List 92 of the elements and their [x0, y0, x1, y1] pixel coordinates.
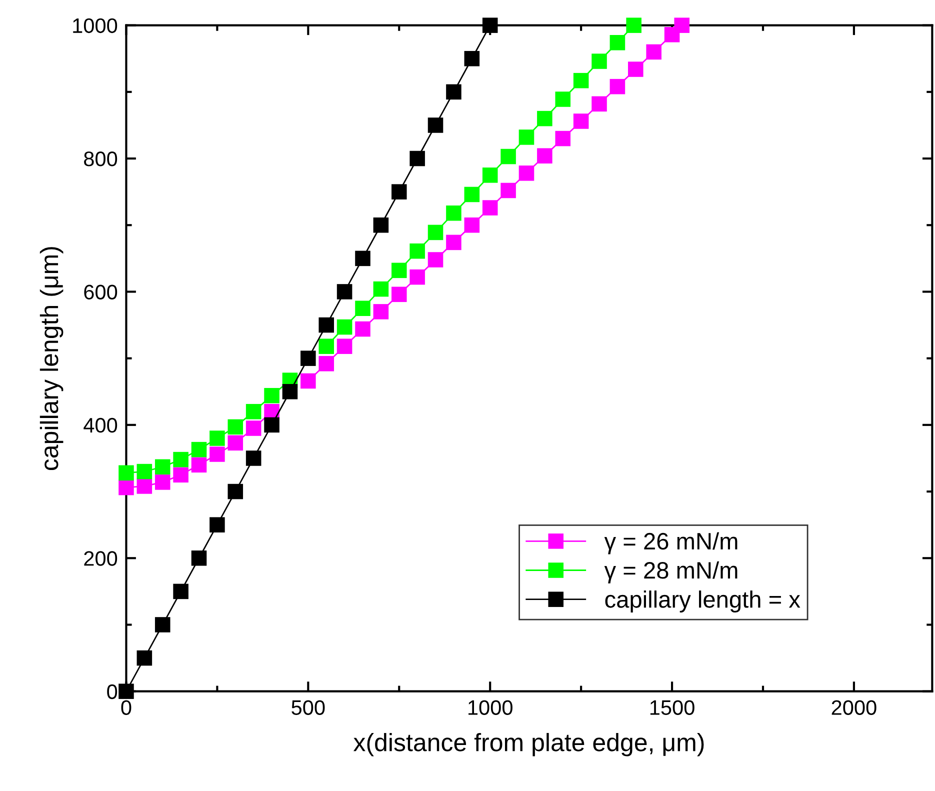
- y-tick-label: 600: [84, 284, 118, 300]
- legend-label: γ = 26 mN/m: [604, 532, 738, 554]
- point: [282, 384, 298, 400]
- point: [446, 84, 462, 100]
- point: [318, 356, 334, 372]
- point: [428, 118, 444, 133]
- point: [136, 464, 152, 480]
- point: [300, 373, 316, 389]
- y-tick-label: 0: [107, 684, 118, 700]
- point: [355, 250, 370, 266]
- point: [264, 417, 280, 433]
- point: [626, 18, 642, 33]
- point: [500, 148, 516, 164]
- y-tick-label: 1000: [73, 18, 118, 34]
- point: [154, 474, 170, 490]
- point: [482, 18, 498, 33]
- point: [391, 262, 407, 278]
- point: [573, 72, 589, 88]
- point: [154, 617, 170, 632]
- point: [410, 150, 425, 166]
- x-tick-label: 1500: [650, 700, 694, 715]
- point: [210, 430, 225, 446]
- point: [573, 114, 589, 129]
- point: [518, 166, 534, 181]
- y-axis-title: capillary length (μm): [40, 247, 64, 470]
- point: [336, 319, 352, 335]
- x-tick-label: 1000: [468, 700, 512, 715]
- point: [373, 304, 389, 320]
- point: [610, 78, 626, 94]
- point: [537, 148, 552, 164]
- point: [373, 281, 389, 297]
- point: [518, 130, 534, 145]
- point: [136, 478, 152, 494]
- x-tick-label: 2000: [832, 700, 876, 715]
- point: [628, 62, 644, 77]
- point: [154, 459, 170, 475]
- point: [210, 446, 225, 462]
- point: [228, 435, 244, 451]
- point: [300, 350, 316, 366]
- point: [246, 420, 262, 436]
- point: [173, 452, 188, 468]
- point: [355, 321, 370, 337]
- point: [264, 388, 280, 404]
- point: [537, 110, 552, 126]
- point: [373, 217, 389, 233]
- point: [592, 96, 607, 112]
- y-tick-label: 400: [84, 418, 118, 433]
- point: [191, 457, 207, 473]
- point: [246, 450, 262, 466]
- point: [428, 224, 444, 240]
- point: [482, 200, 498, 216]
- point: [500, 182, 516, 198]
- point: [318, 317, 334, 333]
- legend-label: γ = 28 mN/m: [604, 561, 738, 584]
- y-tick-label: 200: [84, 551, 118, 566]
- point: [391, 286, 407, 302]
- point: [464, 50, 480, 66]
- point: [428, 252, 444, 268]
- point: [464, 186, 480, 202]
- point: [246, 404, 262, 420]
- point: [228, 484, 244, 500]
- x-tick-label: 0: [121, 700, 132, 715]
- point: [173, 467, 188, 483]
- point: [210, 517, 225, 532]
- point: [446, 234, 462, 250]
- point: [446, 205, 462, 221]
- point: [410, 243, 425, 259]
- point: [391, 184, 407, 200]
- x-axis-title: x(distance from plate edge, μm): [353, 732, 704, 756]
- point: [674, 18, 690, 33]
- legend-label: capillary length = x: [605, 590, 800, 613]
- point: [646, 44, 662, 60]
- point: [336, 338, 352, 354]
- point: [173, 584, 188, 600]
- point: [118, 465, 134, 481]
- point: [555, 92, 571, 107]
- x-tick-label: 500: [292, 700, 325, 715]
- point: [136, 650, 152, 666]
- point: [592, 54, 607, 69]
- point: [355, 300, 370, 316]
- point: [610, 34, 626, 50]
- point: [464, 217, 480, 233]
- y-tick-label: 800: [84, 152, 118, 166]
- point: [191, 550, 207, 566]
- point: [228, 419, 244, 435]
- point: [336, 284, 352, 300]
- point: [482, 168, 498, 183]
- point: [118, 480, 134, 496]
- point: [318, 338, 334, 354]
- point: [410, 269, 425, 285]
- point: [555, 130, 571, 146]
- point: [191, 442, 207, 458]
